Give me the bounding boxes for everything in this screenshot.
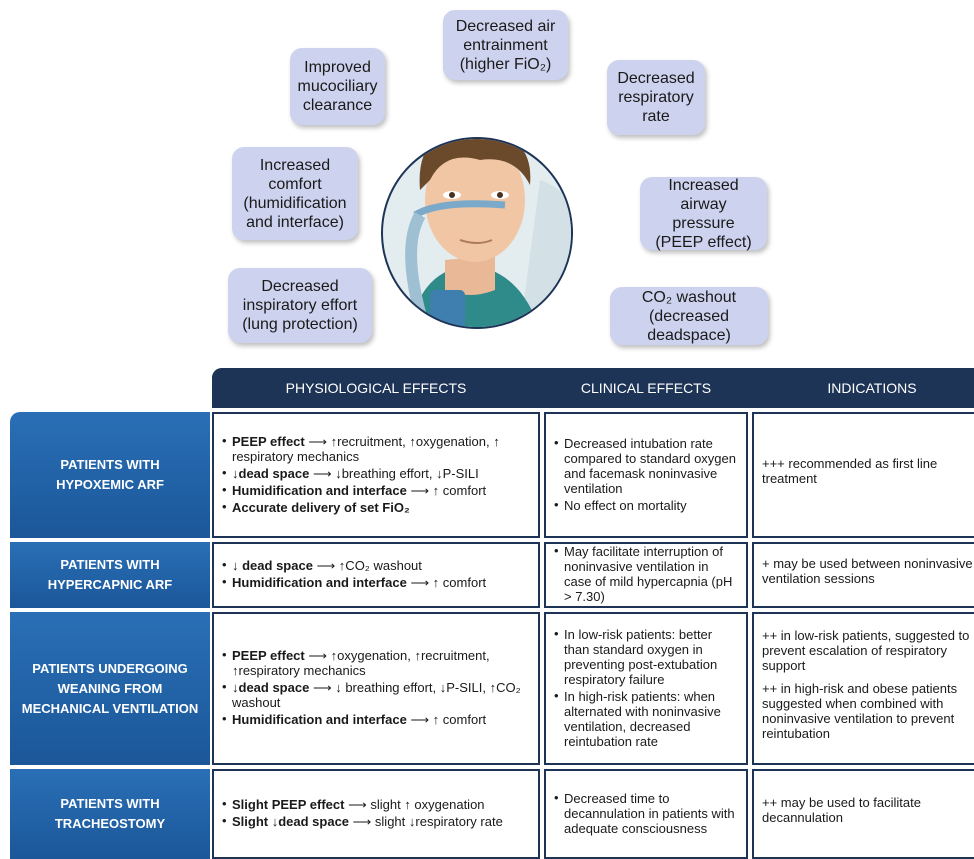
illustration [381, 137, 573, 329]
column-header: CLINICAL EFFECTS [544, 368, 748, 408]
column-header: PHYSIOLOGICAL EFFECTS [212, 368, 540, 408]
bubble: Increased airway pressure (PEEP effect) [640, 177, 767, 251]
effect-text: ⟶ ↑ comfort [410, 575, 487, 590]
bullet-list: PEEP effect ⟶ ↑recruitment, ↑oxygenation… [222, 433, 530, 517]
bold-text: Humidification and interface [232, 482, 407, 498]
bullet: Humidification and interface ⟶ ↑ comfort [222, 711, 530, 727]
bullet: In high-risk patients: when alternated w… [554, 688, 738, 749]
bullet-list: Decreased intubation rate compared to st… [554, 435, 738, 515]
row-label: PATIENTS WITH HYPERCAPNIC ARF [10, 542, 210, 608]
effect-text: ⟶ ↓ breathing effort, ↓P-SILI, ↑CO₂ wash… [232, 680, 521, 710]
bold-text: ↓dead space [232, 465, 310, 481]
bullet-list: Slight PEEP effect ⟶ slight ↑ oxygenatio… [222, 796, 530, 831]
bubble: CO₂ washout (decreased deadspace) [610, 287, 768, 345]
bullet: Humidification and interface ⟶ ↑ comfort [222, 574, 530, 590]
bullet-list: May facilitate interruption of noninvasi… [554, 543, 738, 606]
clinical-cell: Decreased intubation rate compared to st… [544, 412, 748, 538]
indication: ++ may be used to facilitate decannulati… [762, 795, 921, 825]
effect-text: ⟶ ↓breathing effort, ↓P-SILI [312, 465, 479, 481]
bold-text: ↓dead space [232, 680, 310, 695]
bullet-list: PEEP effect ⟶ ↑oxygenation, ↑recruitment… [222, 647, 530, 729]
indication: +++ recommended as first line treatment [762, 456, 938, 486]
indication: ++ in high-risk and obese patients sugge… [762, 681, 958, 741]
bullet: Humidification and interface ⟶ ↑ comfort [222, 482, 530, 498]
indications-cell: +++ recommended as first line treatment [752, 412, 974, 538]
bullet: PEEP effect ⟶ ↑recruitment, ↑oxygenation… [222, 433, 530, 464]
bullet: Decreased time to decannulation in patie… [554, 790, 738, 836]
bold-text: Humidification and interface [232, 712, 407, 727]
bullet: May facilitate interruption of noninvasi… [554, 543, 738, 604]
clinical-cell: May facilitate interruption of noninvasi… [544, 542, 748, 608]
bubble: Decreased air entrainment (higher FiO₂) [443, 10, 568, 80]
row-label: PATIENTS UNDERGOING WEANING FROM MECHANI… [10, 612, 210, 765]
physiological-cell: Slight PEEP effect ⟶ slight ↑ oxygenatio… [212, 769, 540, 859]
bullet: Accurate delivery of set FiO₂ [222, 499, 530, 515]
bullet: ↓dead space ⟶ ↓ breathing effort, ↓P-SIL… [222, 679, 530, 710]
bold-text: Accurate delivery of set FiO₂ [232, 499, 410, 515]
bullet: In low-risk patients: better than standa… [554, 626, 738, 687]
row-label: PATIENTS WITH TRACHEOSTOMY [10, 769, 210, 859]
bullet: Slight ↓dead space ⟶ slight ↓respiratory… [222, 813, 530, 829]
effect-text: ⟶ slight ↑ oxygenation [348, 797, 485, 812]
indication: ++ in low-risk patients, suggested to pr… [762, 628, 970, 673]
effect-text: ⟶ ↑ comfort [410, 712, 487, 727]
bubble: Decreased respiratory rate [607, 60, 705, 135]
column-header: INDICATIONS [752, 368, 974, 408]
bubble: Decreased inspiratory effort (lung prote… [228, 268, 372, 343]
physiological-cell: ↓ dead space ⟶ ↑CO₂ washoutHumidificatio… [212, 542, 540, 608]
bold-text: Humidification and interface [232, 575, 407, 590]
indications-cell: ++ may be used to facilitate decannulati… [752, 769, 974, 859]
bullet-list: ↓ dead space ⟶ ↑CO₂ washoutHumidificatio… [222, 557, 530, 592]
physiological-cell: PEEP effect ⟶ ↑oxygenation, ↑recruitment… [212, 612, 540, 765]
row-label: PATIENTS WITH HYPOXEMIC ARF [10, 412, 210, 538]
effect-text: ⟶ ↑oxygenation, ↑recruitment, ↑respirato… [232, 648, 490, 678]
effect-text: ⟶ ↑CO₂ washout [316, 558, 422, 573]
bullet: Decreased intubation rate compared to st… [554, 435, 738, 496]
indications-cell: ++ in low-risk patients, suggested to pr… [752, 612, 974, 765]
effect-text: ⟶ slight ↓respiratory rate [352, 814, 503, 829]
clinical-cell: Decreased time to decannulation in patie… [544, 769, 748, 859]
bubble: Increased comfort (humidification and in… [232, 147, 358, 240]
bold-text: ↓ dead space [232, 558, 313, 573]
bullet: Slight PEEP effect ⟶ slight ↑ oxygenatio… [222, 796, 530, 812]
bold-text: PEEP effect [232, 648, 305, 663]
bold-text: Slight ↓dead space [232, 814, 350, 829]
indications-cell: + may be used between noninvasive ventil… [752, 542, 974, 608]
bullet: ↓ dead space ⟶ ↑CO₂ washout [222, 557, 530, 573]
effect-text: ⟶ ↑recruitment, ↑oxygenation, ↑ respirat… [232, 433, 500, 464]
bubble: Improved mucociliary clearance [290, 48, 385, 125]
indication: + may be used between noninvasive ventil… [762, 556, 973, 586]
physiological-cell: PEEP effect ⟶ ↑recruitment, ↑oxygenation… [212, 412, 540, 538]
bullet: PEEP effect ⟶ ↑oxygenation, ↑recruitment… [222, 647, 530, 678]
bold-text: Slight PEEP effect [232, 797, 345, 812]
clinical-cell: In low-risk patients: better than standa… [544, 612, 748, 765]
bullet-list: In low-risk patients: better than standa… [554, 626, 738, 751]
bullet: No effect on mortality [554, 497, 738, 513]
patient [383, 139, 571, 327]
effect-text: ⟶ ↑ comfort [410, 482, 487, 498]
bullet: ↓dead space ⟶ ↓breathing effort, ↓P-SILI [222, 465, 530, 481]
bold-text: PEEP effect [232, 433, 305, 449]
bullet-list: Decreased time to decannulation in patie… [554, 790, 738, 838]
